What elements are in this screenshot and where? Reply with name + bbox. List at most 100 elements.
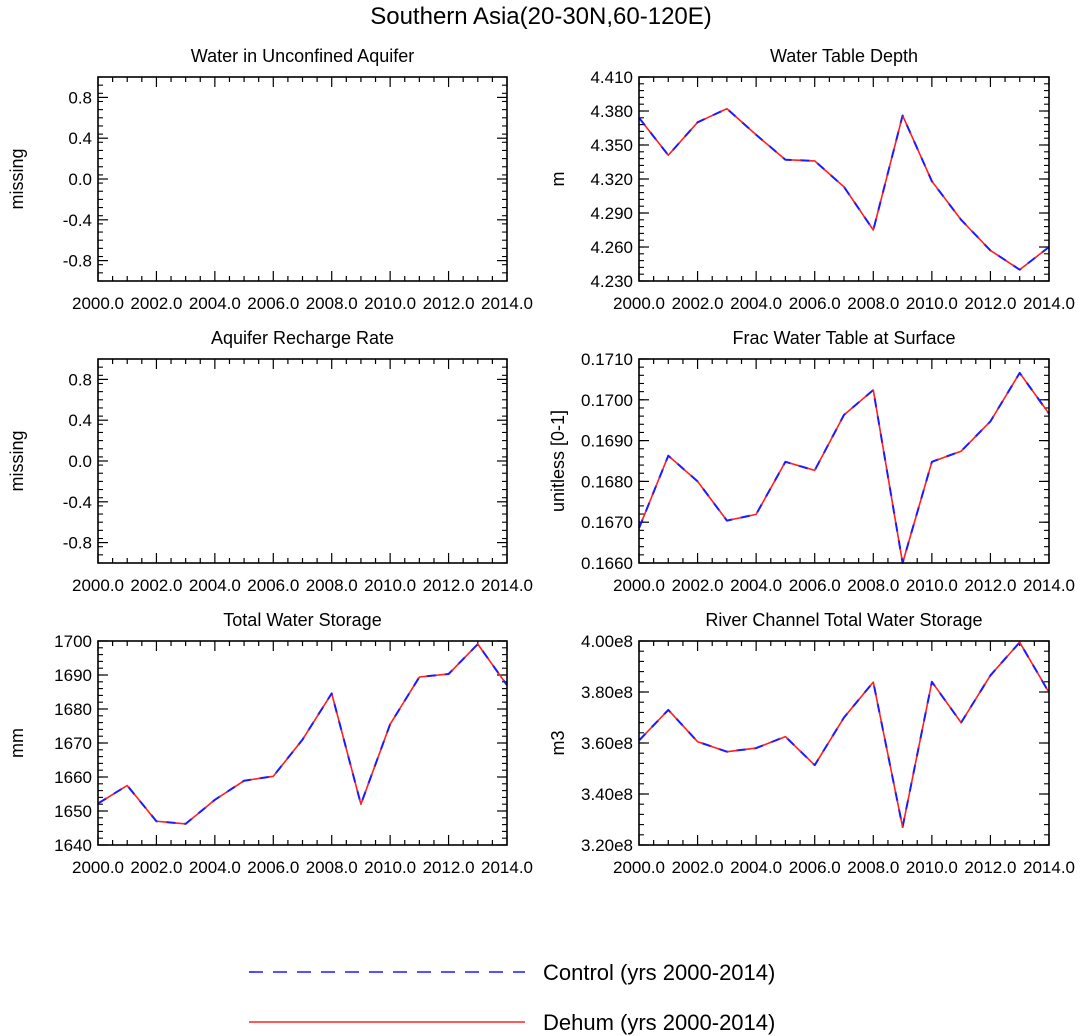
x-tick-label: 2002.0 [672, 576, 724, 595]
x-tick-label: 2002.0 [130, 576, 182, 595]
panel-4: Frac Water Table at Surface unitless [0-1… [548, 328, 1075, 595]
y-axis-label: missing [7, 148, 27, 209]
series-line-dehum [638, 372, 1050, 564]
x-tick-label: 2000.0 [72, 858, 124, 877]
panel-2: Water Table Depth m 4.410 4.380 4.350 4.320 4.… [548, 46, 1075, 313]
y-axis-label: mm [7, 728, 27, 758]
plot-frame [638, 640, 1050, 846]
panel-1: Water in Unconfined Aquifer missing 0.8 0.4… [7, 46, 533, 313]
panel-5: Total Water Storage mm 1700 1690 1680 1670 166… [7, 610, 533, 877]
x-tick-label: 2010.0 [906, 294, 958, 313]
y-tick-label: 1690 [54, 666, 92, 685]
x-tick-label: 2004.0 [189, 576, 241, 595]
x-tick-label: 2006.0 [789, 858, 841, 877]
y-tick-label: 1670 [54, 734, 92, 753]
y-tick-label: 3.80e8 [581, 683, 633, 702]
y-tick-label: 0.4 [68, 129, 92, 148]
x-tick-label: 2012.0 [423, 576, 475, 595]
x-tick-label: 2000.0 [613, 294, 665, 313]
x-tick-label: 2010.0 [906, 858, 958, 877]
x-tick-label: 2002.0 [130, 294, 182, 313]
y-tick-label: -0.4 [63, 493, 92, 512]
x-tick-label: 2012.0 [964, 858, 1016, 877]
series-line-control [638, 107, 1050, 271]
panel-6: River Channel Total Water Storage m3 4.00e… [548, 610, 1075, 877]
plot-frame [638, 358, 1050, 564]
plot-frame [97, 640, 508, 846]
x-tick-label: 2006.0 [247, 858, 299, 877]
x-tick-label: 2012.0 [964, 294, 1016, 313]
x-tick-label: 2008.0 [306, 294, 358, 313]
legend-dehum-label: Dehum (yrs 2000-2014) [543, 1010, 775, 1035]
x-tick-label: 2008.0 [306, 576, 358, 595]
y-tick-label: 0.4 [68, 411, 92, 430]
y-tick-label: 1660 [54, 768, 92, 787]
y-tick-label: 4.230 [590, 272, 633, 291]
x-tick-label: 2010.0 [364, 576, 416, 595]
x-tick-label: 2014.0 [481, 294, 533, 313]
x-tick-label: 2002.0 [130, 858, 182, 877]
y-tick-label: 3.20e8 [581, 836, 633, 855]
x-tick-label: 2006.0 [789, 576, 841, 595]
series-line-dehum [638, 641, 1050, 828]
y-tick-label: 4.00e8 [581, 632, 633, 651]
x-tick-label: 2014.0 [1023, 576, 1075, 595]
x-tick-label: 2008.0 [306, 858, 358, 877]
x-tick-label: 2014.0 [1023, 858, 1075, 877]
y-tick-label: 1640 [54, 836, 92, 855]
y-tick-label: 0.1680 [581, 472, 633, 491]
x-tick-label: 2012.0 [964, 576, 1016, 595]
y-tick-label: 4.380 [590, 102, 633, 121]
x-tick-label: 2006.0 [789, 294, 841, 313]
y-tick-label: 1650 [54, 802, 92, 821]
x-tick-label: 2006.0 [247, 294, 299, 313]
x-tick-label: 2004.0 [730, 858, 782, 877]
y-tick-label: -0.4 [63, 211, 92, 230]
figure-title: Southern Asia(20-30N,60-120E) [370, 3, 712, 30]
y-tick-label: 0.8 [68, 370, 92, 389]
panel-title: Frac Water Table at Surface [732, 328, 955, 348]
y-tick-label: 0.1670 [581, 513, 633, 532]
x-tick-label: 2014.0 [481, 576, 533, 595]
y-tick-label: 0.1710 [581, 350, 633, 369]
y-tick-label: 4.290 [590, 204, 633, 223]
x-tick-label: 2008.0 [847, 858, 899, 877]
panels: Water in Unconfined Aquifer missing 0.8 0.4… [7, 46, 1075, 877]
series-line-control [638, 371, 1050, 564]
x-tick-label: 2000.0 [613, 858, 665, 877]
series-line-control [638, 641, 1050, 829]
x-tick-label: 2010.0 [364, 858, 416, 877]
x-tick-label: 2012.0 [423, 294, 475, 313]
series-line-dehum [638, 107, 1050, 271]
y-tick-label: 4.410 [590, 68, 633, 87]
y-tick-label: 4.350 [590, 136, 633, 155]
x-tick-label: 2000.0 [72, 576, 124, 595]
y-tick-label: 4.260 [590, 238, 633, 257]
plot-frame [97, 358, 508, 564]
y-tick-label: 4.320 [590, 170, 633, 189]
x-tick-label: 2014.0 [481, 858, 533, 877]
y-tick-label: -0.8 [63, 534, 92, 553]
x-tick-label: 2000.0 [72, 294, 124, 313]
y-axis-label: m [548, 172, 568, 187]
y-tick-label: 0.1690 [581, 432, 633, 451]
x-tick-label: 2002.0 [672, 294, 724, 313]
y-tick-label: 0.0 [68, 170, 92, 189]
x-tick-label: 2004.0 [189, 294, 241, 313]
plot-frame [97, 76, 508, 282]
y-tick-label: 0.1660 [581, 554, 633, 573]
y-tick-label: 0.8 [68, 88, 92, 107]
x-tick-label: 2000.0 [613, 576, 665, 595]
y-axis-label: m3 [548, 730, 568, 755]
panel-title: River Channel Total Water Storage [705, 610, 982, 630]
x-tick-label: 2010.0 [906, 576, 958, 595]
y-axis-label: missing [7, 430, 27, 491]
series-line-dehum [97, 643, 508, 825]
x-tick-label: 2008.0 [847, 576, 899, 595]
panel-title: Aquifer Recharge Rate [211, 328, 394, 348]
panel-3: Aquifer Recharge Rate missing 0.8 0.4 0.0 -0.… [7, 328, 533, 595]
y-tick-label: 1680 [54, 700, 92, 719]
x-tick-label: 2014.0 [1023, 294, 1075, 313]
panel-title: Total Water Storage [223, 610, 381, 630]
